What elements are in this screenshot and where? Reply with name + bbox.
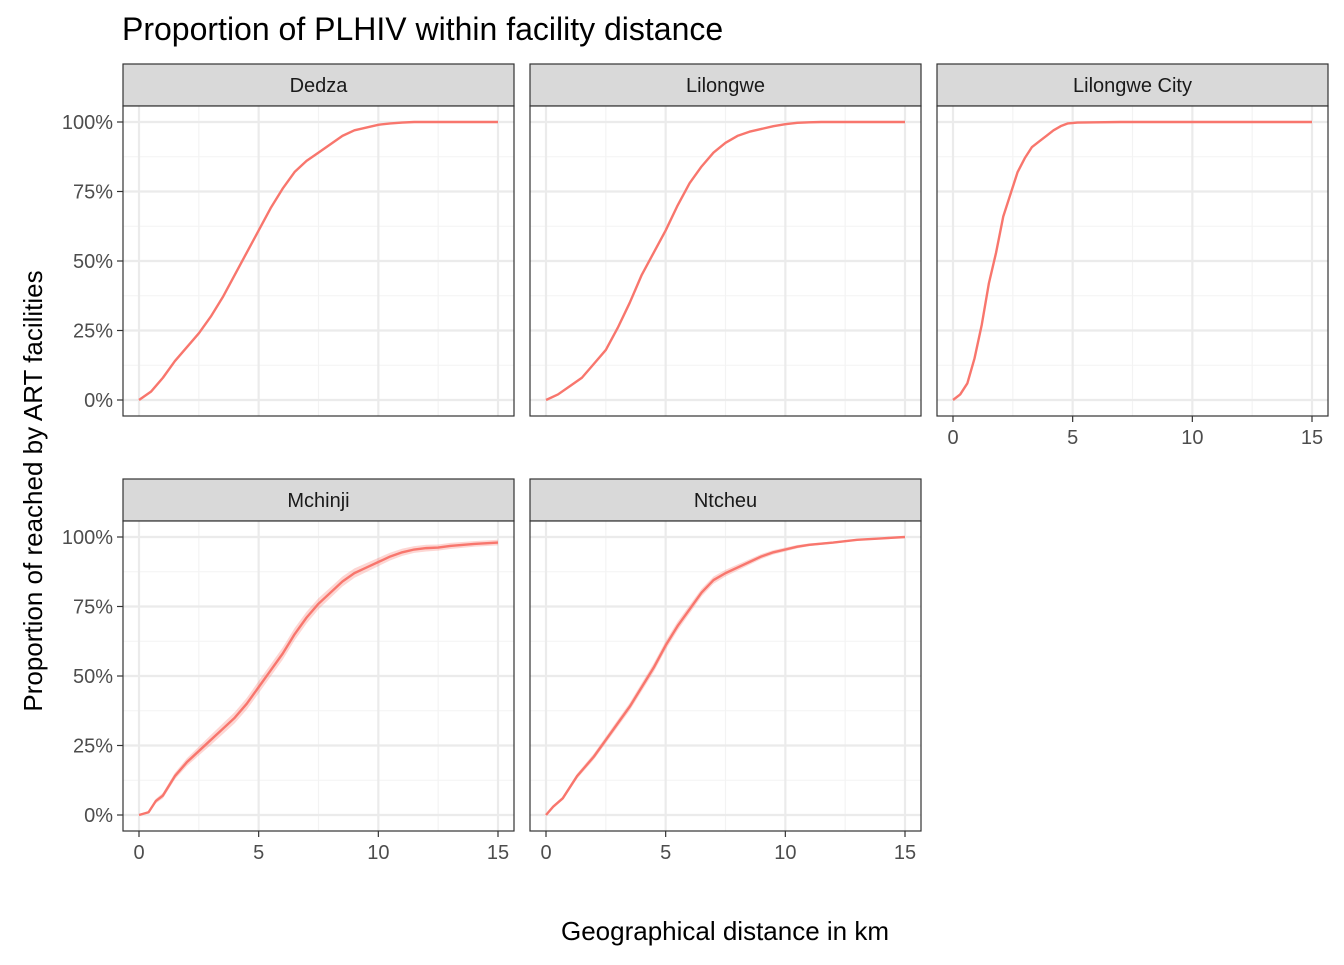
x-tick-label: 5 — [1067, 427, 1078, 449]
y-tick-label: 50% — [73, 666, 113, 688]
x-tick-label: 10 — [774, 842, 796, 864]
series-line-lilongwe — [545, 120, 905, 402]
panel-border-ntcheu — [529, 520, 922, 832]
x-tick-label: 0 — [540, 842, 551, 864]
x-tick-label: 15 — [1301, 427, 1323, 449]
strip-lilongwe — [529, 63, 922, 107]
facet-ntcheu: Ntcheu 0 5 10 15 — [529, 478, 922, 864]
strip-lilongwe-city — [936, 63, 1329, 107]
y-tick-label: 0% — [84, 805, 113, 827]
plot-title: Proportion of PLHIV within facility dist… — [122, 11, 723, 47]
x-tick-label: 15 — [894, 842, 916, 864]
strip-label-dedza: Dedza — [290, 75, 349, 97]
facet-mchinji: Mchinji 0% 25% 50% 75% 100% 0 5 10 15 — [62, 478, 515, 864]
x-tick-label: 15 — [487, 842, 509, 864]
y-tick-label: 100% — [62, 527, 113, 549]
series-line-ntcheu — [545, 535, 906, 816]
x-tick-label: 0 — [947, 427, 958, 449]
x-tick-label: 0 — [133, 842, 144, 864]
y-tick-label: 25% — [73, 736, 113, 758]
strip-ntcheu — [529, 478, 922, 522]
x-tick-label: 5 — [253, 842, 264, 864]
y-tick-label: 25% — [73, 321, 113, 343]
strip-dedza — [122, 63, 515, 107]
x-tick-label: 10 — [367, 842, 389, 864]
y-tick-label: 50% — [73, 251, 113, 273]
x-tick-label: 10 — [1181, 427, 1203, 449]
series-line-lilongwe-city — [952, 120, 1312, 401]
x-axis-title: Geographical distance in km — [561, 916, 889, 946]
y-axis-title: Proportion of reached by ART facilities — [18, 270, 48, 711]
facet-lilongwe-city: Lilongwe City 0 5 10 15 — [936, 63, 1329, 449]
y-tick-label: 100% — [62, 112, 113, 134]
strip-mchinji — [122, 478, 515, 522]
panel-border-lilongwe — [529, 105, 922, 417]
facet-lilongwe: Lilongwe — [529, 63, 922, 417]
y-tick-label: 0% — [84, 390, 113, 412]
panel-border-lilongwe-city — [936, 105, 1329, 417]
y-tick-label: 75% — [73, 182, 113, 204]
series-line-mchinji — [138, 541, 499, 817]
facet-dedza: Dedza 0% 25% 50% 75% 100% — [62, 63, 515, 417]
strip-label-lilongwe: Lilongwe — [686, 75, 765, 97]
strip-label-ntcheu: Ntcheu — [694, 490, 757, 512]
strip-label-mchinji: Mchinji — [287, 490, 349, 512]
x-tick-label: 5 — [660, 842, 671, 864]
y-tick-label: 75% — [73, 597, 113, 619]
strip-label-lilongwe-city: Lilongwe City — [1073, 75, 1192, 97]
series-line-dedza — [138, 120, 498, 401]
